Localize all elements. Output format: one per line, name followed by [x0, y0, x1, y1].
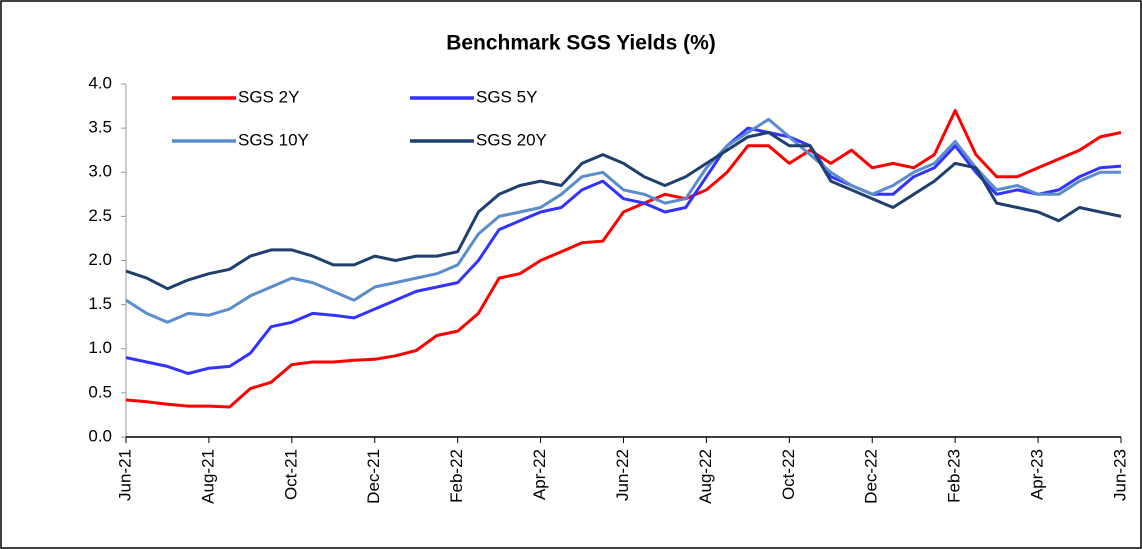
x-tick-label: Jun-23	[1110, 449, 1129, 501]
series-line	[125, 109, 1122, 409]
x-tick-label: Dec-22	[862, 449, 881, 504]
y-tick-label: 3.0	[88, 162, 112, 181]
x-tick-label: Apr-23	[1028, 449, 1047, 500]
x-tick-label: Dec-21	[364, 449, 383, 504]
x-tick-label: Feb-23	[945, 449, 964, 503]
x-tick-label: Oct-22	[779, 449, 798, 500]
legend-label: SGS 2Y	[238, 87, 299, 106]
chart-title: Benchmark SGS Yields (%)	[446, 32, 716, 55]
y-tick-label: 2.5	[88, 206, 112, 225]
series-line	[125, 126, 1122, 375]
y-tick-label: 3.5	[88, 118, 112, 137]
legend-label: SGS 20Y	[476, 130, 547, 149]
x-tick-label: Aug-21	[198, 449, 217, 504]
series-line	[125, 117, 1121, 324]
y-tick-label: 1.5	[88, 294, 112, 313]
legend-label: SGS 5Y	[476, 87, 537, 106]
x-tick-label: Jun-21	[115, 449, 134, 501]
x-tick-label: Feb-22	[447, 449, 466, 503]
y-tick-label: 2.0	[88, 250, 112, 269]
legend-label: SGS 10Y	[238, 130, 309, 149]
y-tick-label: 1.0	[88, 338, 112, 357]
x-tick-label: Oct-21	[281, 449, 300, 500]
y-tick-label: 0.0	[88, 426, 112, 445]
y-tick-label: 0.5	[88, 382, 112, 401]
series-line	[125, 131, 1122, 291]
y-tick-label: 4.0	[88, 73, 112, 92]
x-tick-label: Apr-22	[530, 449, 549, 500]
x-tick-label: Jun-22	[613, 449, 632, 501]
x-tick-label: Aug-22	[696, 449, 715, 504]
